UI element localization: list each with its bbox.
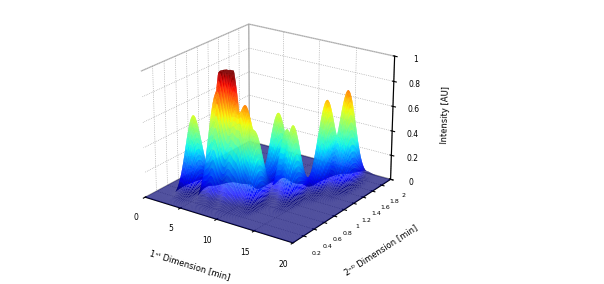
X-axis label: 1ˢᵗ Dimension [min]: 1ˢᵗ Dimension [min] bbox=[149, 249, 231, 282]
Y-axis label: 2ⁿᴰ Dimension [min]: 2ⁿᴰ Dimension [min] bbox=[342, 223, 419, 277]
